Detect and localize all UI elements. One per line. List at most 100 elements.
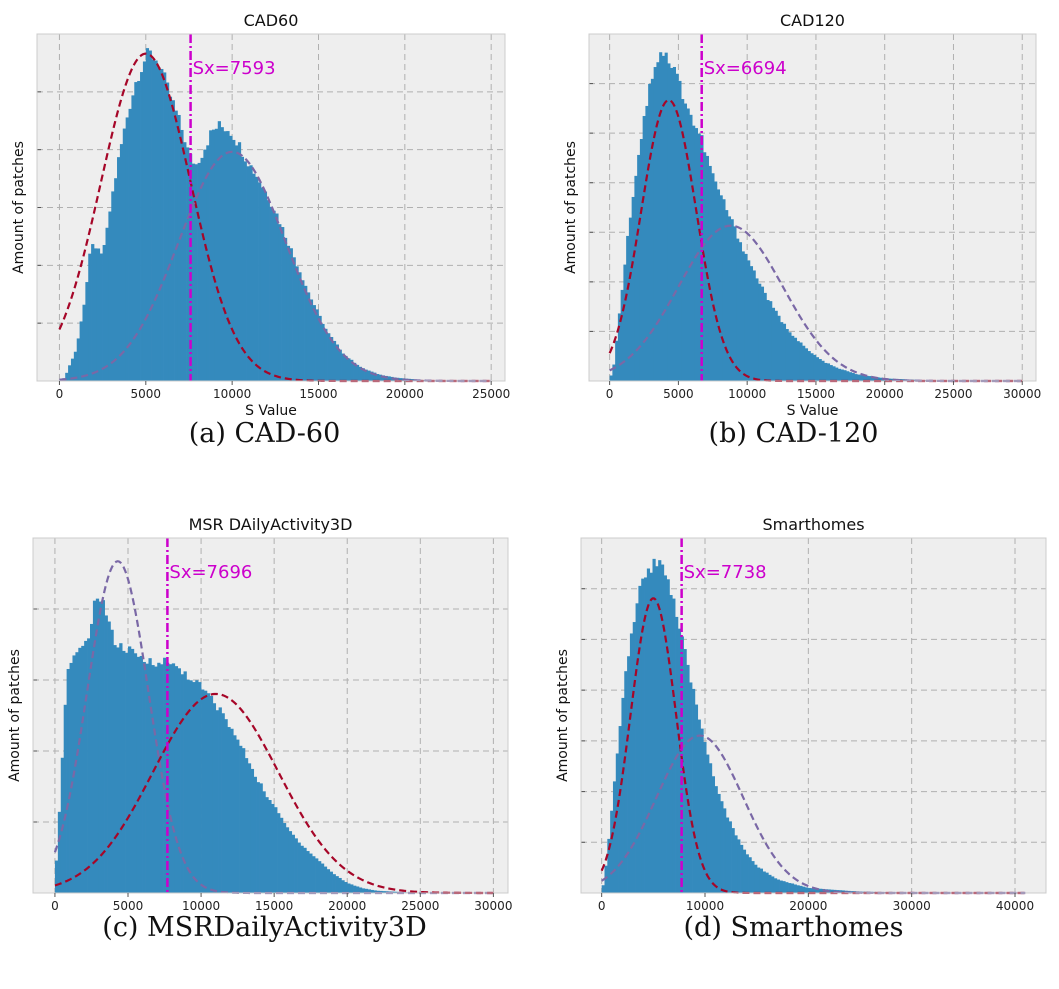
histogram-bar [705,155,710,381]
histogram-bar [57,811,62,893]
histogram-bar [209,130,213,381]
histogram-bar [183,671,187,893]
histogram-bar [183,142,187,381]
histogram-bar [312,305,316,381]
histogram-bar [255,176,259,381]
histogram-bar [681,99,685,381]
histogram-bar [347,358,351,381]
histogram-bar [711,776,715,893]
histogram-bar [269,206,273,381]
histogram-bar [244,758,249,893]
histogram-bar [212,703,217,893]
histogram-bar [626,235,630,381]
histogram-bar [793,884,797,893]
histogram-bar [648,83,652,382]
histogram-bar [779,880,783,893]
histogram-bar [741,251,745,381]
histogram-bar [737,839,741,893]
histogram-bar [137,80,141,381]
chart-title: CAD120 [780,11,845,30]
histogram-bar [358,887,363,893]
caption-cad120: (b) CAD-120 [708,418,879,449]
histogram-bar [731,828,735,893]
histogram-bar [285,827,290,893]
histogram-bars [59,48,452,382]
histogram-bar [692,125,696,382]
histogram-bar [239,745,243,893]
histogram-bar [344,355,348,381]
histogram-bar [773,878,778,893]
histogram-bar [768,874,772,893]
histogram-bar [263,191,268,381]
histogram-bar [330,337,334,381]
histogram-bar [160,68,164,381]
histogram-bar [282,823,287,893]
histogram-bar [281,227,285,381]
histogram-bar [318,861,322,893]
histogram-bar [805,887,809,893]
histogram-bar [744,253,748,381]
histogram-bar [664,52,668,381]
histogram-bar [771,876,775,893]
histogram-bar [840,369,844,381]
histogram-bar [650,78,654,382]
histogram-bar [810,888,814,893]
x-tick-label: 25000 [472,387,510,401]
histogram-bar [837,368,842,381]
x-tick-label: 30000 [474,899,512,913]
histogram-bar [706,754,710,893]
purple-fit-curve [59,150,492,383]
chart-panel-msr: Sx=7696 0 5000 10000 15000 20000 25000 30000 MSR… [0,494,529,988]
histogram-bar [168,664,173,893]
histogram-bar [361,888,366,893]
histogram-bar [672,598,676,893]
histogram-bar [730,219,734,381]
histogram-bar [816,888,820,893]
histogram-bar [247,763,252,893]
histogram-bar [78,647,82,893]
plot-frame [32,537,509,894]
histogram-bar [131,95,135,382]
histogram-bar [703,742,707,893]
histogram-bar [872,891,876,893]
histogram-bar [256,782,260,893]
histogram-bar [298,272,302,381]
threshold-label: Sx=7593 [193,58,276,79]
histogram-bar [367,889,371,893]
histogram-bar [376,890,380,893]
histogram-bar [177,114,181,382]
x-tick-label: 5000 [131,387,162,401]
histogram-bar [249,165,253,381]
histogram-bar [125,117,129,381]
histogram-bar [776,879,780,893]
histogram-bar [813,354,817,381]
histogram-bar [262,791,266,893]
histogram-bar [716,189,721,381]
histogram-bar [347,883,351,893]
histogram-bar [381,375,386,381]
histogram-bar [139,655,143,893]
histogram-bar [683,649,687,893]
histogram-bar [649,572,653,893]
histogram-bar [632,622,636,893]
histogram-bar [742,849,747,893]
x-tick-label: 30000 [893,899,931,913]
x-tick-label: 25000 [934,387,972,401]
histogram-bar [785,329,789,381]
histogram-bar [327,333,331,381]
histogram-bar [677,628,682,893]
histogram-bar [335,876,339,893]
histogram-bar [861,891,865,893]
x-tick-label: 0 [51,899,59,913]
histogram-bar [708,763,713,893]
histogram-bar [353,362,357,381]
histogram-bar [84,640,88,893]
histogram-bar [312,856,316,893]
histogram-bar [621,697,625,893]
x-tick-label: 30000 [1003,387,1041,401]
x-tick-label: 10000 [728,387,766,401]
histogram-bar [854,374,858,381]
x-tick-label: 10000 [213,387,251,401]
histogram-bar [624,671,628,893]
histogram-bar [301,280,305,381]
